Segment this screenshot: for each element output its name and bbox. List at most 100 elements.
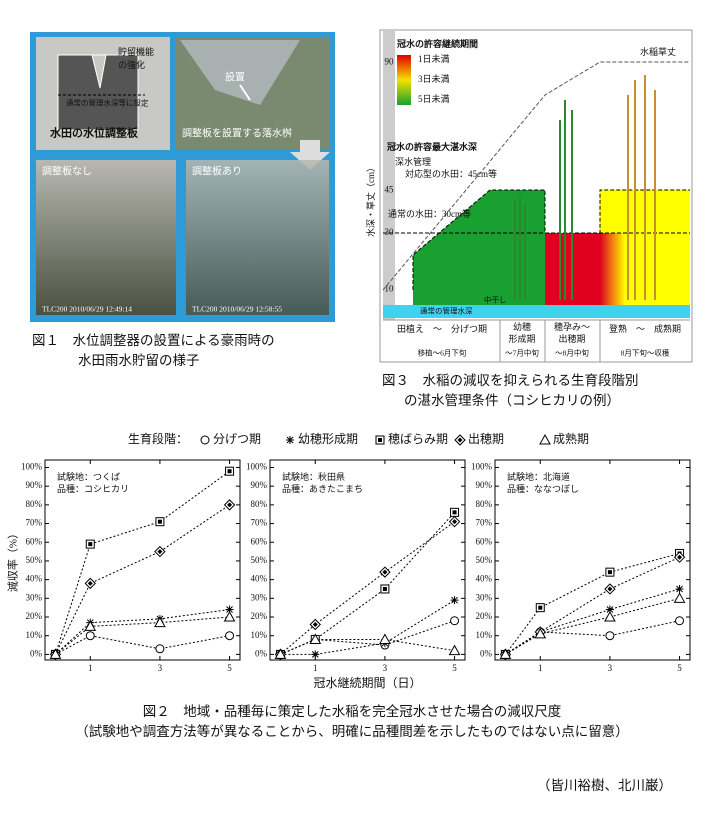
marker-inner: [227, 469, 232, 474]
figure3: 冠水の許容継続期間 1日未満 3日未満 5日未満 水稲草丈 冠水の許容最大湛水深…: [365, 29, 693, 408]
legend-label: 出穂期: [468, 432, 504, 446]
annotation: 通常の水田：30cm等: [388, 208, 471, 219]
marker-inner: [382, 569, 388, 575]
y-tick-label: 40%: [251, 574, 268, 584]
marker-inner: [607, 570, 612, 575]
marker: [605, 605, 614, 614]
photo-note: の強化: [118, 59, 145, 70]
y-tick-label: 40%: [26, 574, 43, 584]
series-line: [280, 620, 455, 655]
legend-label: 穂ばらみ期: [388, 432, 448, 446]
y-tick-label: 30%: [251, 592, 268, 602]
marker-inner: [607, 586, 613, 592]
annotation: 試験地：秋田県: [282, 471, 345, 482]
photo-note: 通常の管理水深等に設定: [66, 98, 149, 108]
annotation: 通常の管理水深: [420, 306, 473, 316]
y-tick-label: 30%: [26, 592, 43, 602]
x-tick-label: 5: [452, 663, 457, 673]
photo-title: 水田の水位調整板: [50, 126, 139, 140]
y-tick-label: 90%: [476, 480, 493, 490]
marker-inner: [538, 605, 543, 610]
x-tick-label: 3: [608, 663, 613, 673]
y-tick-label: 90%: [251, 480, 268, 490]
annotation: 中干し: [484, 295, 507, 305]
y-tick-label: 10%: [251, 630, 268, 640]
series-line: [505, 597, 680, 655]
x-tick-label: 1: [538, 663, 543, 673]
marker: [605, 631, 615, 641]
annotation: 試験地：つくば: [57, 471, 120, 482]
marker: [604, 610, 616, 622]
marker-inner: [312, 621, 318, 627]
box: [180, 40, 300, 105]
annotation: 品種：ななつぼし: [507, 484, 579, 494]
y-tick-label: 90: [385, 56, 395, 66]
photo-title: 調整板なし: [42, 165, 92, 178]
y-tick-label: 40%: [476, 574, 493, 584]
series-line: [505, 620, 680, 655]
y-tick-label: 60%: [476, 536, 493, 546]
y-tick-label: 0%: [480, 648, 493, 658]
series-line: [280, 638, 455, 655]
plant: [627, 75, 656, 300]
zone: [383, 305, 690, 318]
marker-inner: [157, 519, 162, 524]
period: 8月下旬～収穫: [621, 348, 670, 358]
stage: 登熟 ～ 成熟期: [609, 323, 681, 334]
photo: [36, 160, 176, 315]
y-tick-label: 0%: [30, 648, 43, 658]
marker: [675, 616, 685, 626]
arrow: [239, 84, 251, 101]
legend-marker: [200, 435, 210, 445]
y-tick-label: 60%: [251, 536, 268, 546]
marker: [225, 605, 234, 614]
caption: の湛水管理条件（コシヒカリの例）: [404, 392, 620, 408]
legend-label: 幼穂形成期: [298, 432, 358, 446]
zone: [413, 190, 545, 318]
legend-title: 冠水の許容継続期間: [397, 38, 478, 49]
stage: 幼穂: [513, 321, 531, 332]
y-tick-label: 80%: [251, 499, 268, 509]
caption: 図３ 水稲の減収を抑えられる生育段階別: [382, 372, 639, 388]
annotation: 深水管理: [395, 156, 431, 167]
legend-swatch: [397, 55, 411, 105]
caption: （試験地や調査方法等が異なることから、明確に品種間差を示したものではない点に留意…: [75, 723, 629, 739]
caption: 水田雨水貯留の様子: [78, 353, 200, 368]
zone: [600, 233, 625, 318]
y-tick-label: 60%: [26, 536, 43, 546]
y-tick-label: 100%: [246, 462, 268, 472]
marker: [155, 644, 165, 654]
stage: 形成期: [508, 333, 535, 344]
series-line: [54, 504, 230, 655]
arrow: [290, 140, 330, 170]
marker-inner: [87, 580, 93, 586]
marker: [49, 648, 62, 659]
y-tick-label: 70%: [251, 518, 268, 528]
x-label: 冠水継続期間（日）: [313, 675, 421, 690]
series-line: [55, 616, 230, 655]
x-tick-label: 5: [677, 663, 682, 673]
annotation: 品種：あきたこまち: [282, 484, 363, 494]
y-tick-label: 20%: [476, 611, 493, 621]
series-line: [505, 556, 680, 655]
marker: [673, 592, 686, 603]
photo-title: 調整板を設置する落水桝: [182, 127, 292, 140]
marker: [450, 616, 460, 626]
marker-inner: [677, 554, 683, 560]
annotation: 試験地：北海道: [507, 471, 570, 482]
plot-frame: [44, 459, 241, 661]
photo-note: TLC200 2010/06/29 12:49:14: [42, 305, 132, 314]
annotation: 対応型の水田：45cm等: [405, 168, 497, 179]
y-tick-label: 10%: [476, 630, 493, 640]
y-label: 減収率（%）: [6, 528, 20, 592]
photo-title: 調整板あり: [192, 165, 242, 178]
y-tick-label: 10%: [26, 630, 43, 640]
y-tick-label: 70%: [476, 518, 493, 528]
y-tick-label: 50%: [476, 555, 493, 565]
legend-item: 3日未満: [418, 73, 450, 84]
y-tick-label: 80%: [476, 499, 493, 509]
series-line: [280, 521, 455, 655]
plot-frame: [269, 459, 466, 661]
y-tick-label: 70%: [26, 518, 43, 528]
